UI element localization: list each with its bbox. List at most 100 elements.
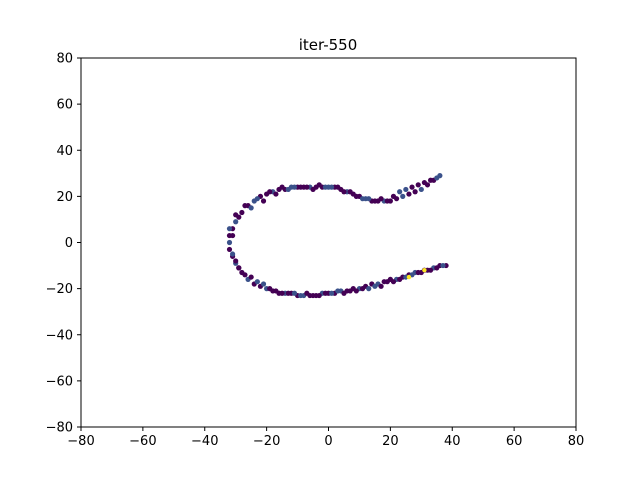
data-point [335,288,341,294]
data-point [254,279,260,285]
data-point [316,182,322,188]
data-point [427,177,434,183]
chart-title: iter-550 [299,36,358,54]
data-point [359,196,366,202]
data-point [406,191,412,197]
data-point [310,186,316,193]
data-point [260,198,267,204]
data-point [236,265,242,271]
x-tick-label: −40 [191,434,218,449]
data-point [341,290,347,296]
data-point [347,189,353,195]
data-point [254,196,260,202]
data-point [239,209,245,216]
data-point [285,290,291,296]
data-point [403,274,409,280]
data-point [226,226,233,232]
data-point [273,288,279,294]
data-point [226,246,233,253]
data-point [291,184,298,190]
data-point [359,286,366,292]
axes-frame [80,57,577,428]
data-point [273,191,279,197]
highlight-point [406,274,412,280]
data-point [233,219,239,225]
data-point [415,269,421,276]
data-point [434,175,440,181]
data-point [366,196,372,202]
x-tick-label: 0 [324,434,332,449]
y-tick-label: −40 [46,328,73,343]
data-point [304,184,310,190]
data-point [267,286,273,292]
y-tick-label: 0 [65,236,73,251]
data-point [248,274,254,280]
x-tick-label: 60 [506,434,523,449]
data-point [434,265,440,271]
data-point [378,283,384,289]
y-tick-label: 60 [56,98,73,113]
data-point [384,198,390,204]
data-point [400,193,406,199]
x-tick-label: −80 [67,434,94,449]
data-point [242,203,248,209]
data-point [298,292,304,299]
y-tick-label: 40 [56,144,73,159]
x-tick-label: 40 [444,434,461,449]
highlight-point [422,267,427,273]
data-point [427,267,434,273]
data-point [412,189,418,195]
data-point [328,184,335,190]
data-point [310,292,316,299]
data-point [415,182,421,188]
data-point [372,198,378,204]
data-point [316,292,322,299]
y-tick-label: −20 [46,282,73,297]
data-point [403,186,409,193]
data-point [341,189,347,195]
data-point [233,212,239,218]
plot-area [226,173,449,299]
data-point [233,258,239,264]
data-point [298,184,304,190]
y-tick-label: −60 [46,374,73,389]
data-point [328,290,335,296]
y-tick-label: −80 [46,421,73,436]
data-point [229,232,236,239]
x-tick-label: −20 [253,434,280,449]
x-tick-label: 80 [568,434,585,449]
data-point [279,184,285,190]
data-point [418,186,424,193]
x-tick-label: −60 [129,434,156,449]
data-point [372,283,378,289]
data-point [335,184,341,190]
y-tick-label: 80 [56,52,73,67]
data-point [353,193,359,199]
data-point [366,286,372,292]
y-tick-label: 20 [56,190,73,205]
data-point [397,276,403,282]
data-point [260,281,267,287]
data-point [248,205,254,211]
data-point [390,279,397,285]
data-point [421,179,428,186]
data-point [229,251,236,257]
data-point [440,262,446,269]
data-point [279,290,285,296]
data-point [409,184,415,190]
data-point [347,288,353,294]
data-point [390,193,397,199]
data-point [291,290,298,296]
data-point [285,186,291,193]
data-point [353,288,359,294]
data-point [322,184,329,190]
data-point [226,239,233,246]
data-point [384,279,390,285]
x-tick-label: 20 [382,434,399,449]
data-point [304,290,310,296]
data-point [322,290,329,296]
data-point [267,189,273,195]
data-point [242,272,248,278]
